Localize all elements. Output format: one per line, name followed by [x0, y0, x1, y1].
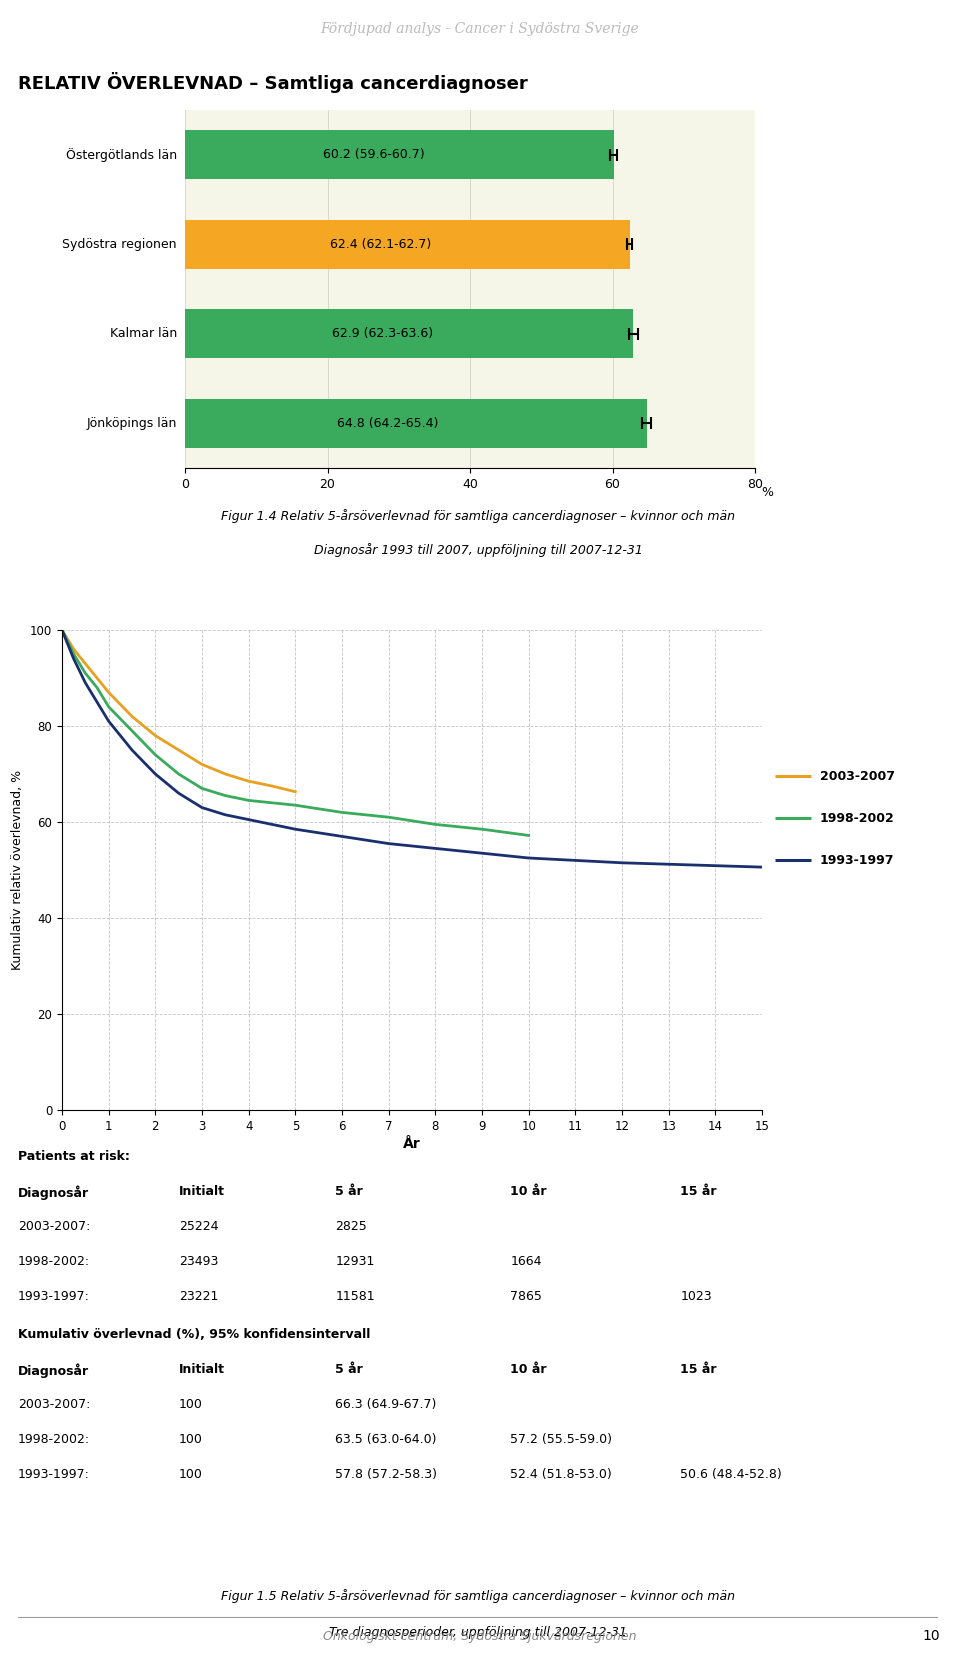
Text: 2003-2007: 2003-2007: [820, 771, 895, 782]
Text: Figur 1.4 Relativ 5-årsöverlevnad för samtliga cancerdiagnoser – kvinnor och män: Figur 1.4 Relativ 5-årsöverlevnad för sa…: [221, 509, 735, 522]
Text: 23493: 23493: [179, 1254, 218, 1268]
Text: 57.2 (55.5-59.0): 57.2 (55.5-59.0): [510, 1433, 612, 1446]
Text: RELATIV ÖVERLEVNAD – Samtliga cancerdiagnoser: RELATIV ÖVERLEVNAD – Samtliga cancerdiag…: [18, 72, 528, 93]
Text: 10 år: 10 år: [510, 1363, 546, 1376]
Text: 1998-2002: 1998-2002: [820, 812, 895, 824]
X-axis label: År: År: [403, 1138, 420, 1151]
Text: Initialt: Initialt: [179, 1186, 225, 1198]
Text: 100: 100: [179, 1468, 203, 1481]
Text: Figur 1.5 Relativ 5-årsöverlevnad för samtliga cancerdiagnoser – kvinnor och män: Figur 1.5 Relativ 5-årsöverlevnad för sa…: [221, 1588, 735, 1603]
Text: 25224: 25224: [179, 1221, 219, 1233]
Text: Onkologiskt centrum, Sydöstra Sjukvårdsregionen: Onkologiskt centrum, Sydöstra Sjukvårdsr…: [324, 1630, 636, 1643]
Text: 1023: 1023: [681, 1289, 712, 1303]
Text: Östergötlands län: Östergötlands län: [66, 148, 177, 162]
Text: 1993-1997:: 1993-1997:: [18, 1289, 90, 1303]
Text: %: %: [761, 485, 773, 499]
Text: 57.8 (57.2-58.3): 57.8 (57.2-58.3): [335, 1468, 438, 1481]
Text: 1998-2002:: 1998-2002:: [18, 1254, 90, 1268]
Text: 66.3 (64.9-67.7): 66.3 (64.9-67.7): [335, 1398, 437, 1411]
Text: 1998-2002:: 1998-2002:: [18, 1433, 90, 1446]
Text: 5 år: 5 år: [335, 1363, 363, 1376]
Text: Kumulativ överlevnad (%), 95% konfidensintervall: Kumulativ överlevnad (%), 95% konfidensi…: [18, 1328, 371, 1341]
Text: 10 år: 10 år: [510, 1186, 546, 1198]
Text: 23221: 23221: [179, 1289, 218, 1303]
Bar: [185, 399, 647, 449]
Text: 15 år: 15 år: [681, 1363, 717, 1376]
Text: 2003-2007:: 2003-2007:: [18, 1398, 90, 1411]
Text: 62.9 (62.3-63.6): 62.9 (62.3-63.6): [331, 327, 433, 340]
Text: 1993-1997: 1993-1997: [820, 854, 894, 867]
Text: Diagnosår: Diagnosår: [18, 1186, 89, 1199]
Text: 15 år: 15 år: [681, 1186, 717, 1198]
Bar: [185, 220, 630, 269]
Text: 50.6 (48.4-52.8): 50.6 (48.4-52.8): [681, 1468, 782, 1481]
Text: 1664: 1664: [510, 1254, 541, 1268]
Text: 5 år: 5 år: [335, 1186, 363, 1198]
Text: 10: 10: [923, 1630, 940, 1643]
Bar: [185, 130, 614, 180]
Text: 52.4 (51.8-53.0): 52.4 (51.8-53.0): [510, 1468, 612, 1481]
Text: Fördjupad analys - Cancer i Sydöstra Sverige: Fördjupad analys - Cancer i Sydöstra Sve…: [321, 22, 639, 37]
Bar: [185, 309, 634, 359]
Text: 60.2 (59.6-60.7): 60.2 (59.6-60.7): [323, 148, 424, 162]
Text: 62.4 (62.1-62.7): 62.4 (62.1-62.7): [330, 239, 431, 250]
Text: Diagnosår: Diagnosår: [18, 1363, 89, 1378]
Y-axis label: Kumulativ relativ överlevnad, %: Kumulativ relativ överlevnad, %: [12, 771, 24, 971]
Text: 63.5 (63.0-64.0): 63.5 (63.0-64.0): [335, 1433, 437, 1446]
Text: 11581: 11581: [335, 1289, 375, 1303]
Text: 64.8 (64.2-65.4): 64.8 (64.2-65.4): [338, 417, 439, 430]
Text: Tre diagnosperioder, uppföljning till 2007-12-31: Tre diagnosperioder, uppföljning till 20…: [329, 1626, 627, 1640]
Text: Initialt: Initialt: [179, 1363, 225, 1376]
Text: 2825: 2825: [335, 1221, 367, 1233]
Text: 12931: 12931: [335, 1254, 374, 1268]
Text: 7865: 7865: [510, 1289, 542, 1303]
Text: Diagnosår 1993 till 2007, uppföljning till 2007-12-31: Diagnosår 1993 till 2007, uppföljning ti…: [314, 544, 642, 557]
Text: 100: 100: [179, 1398, 203, 1411]
Text: Patients at risk:: Patients at risk:: [18, 1151, 130, 1164]
Text: Kalmar län: Kalmar län: [109, 327, 177, 340]
Text: 1993-1997:: 1993-1997:: [18, 1468, 90, 1481]
Text: Sydöstra regionen: Sydöstra regionen: [62, 239, 177, 250]
Text: 2003-2007:: 2003-2007:: [18, 1221, 90, 1233]
Text: Jönköpings län: Jönköpings län: [86, 417, 177, 430]
Text: 100: 100: [179, 1433, 203, 1446]
